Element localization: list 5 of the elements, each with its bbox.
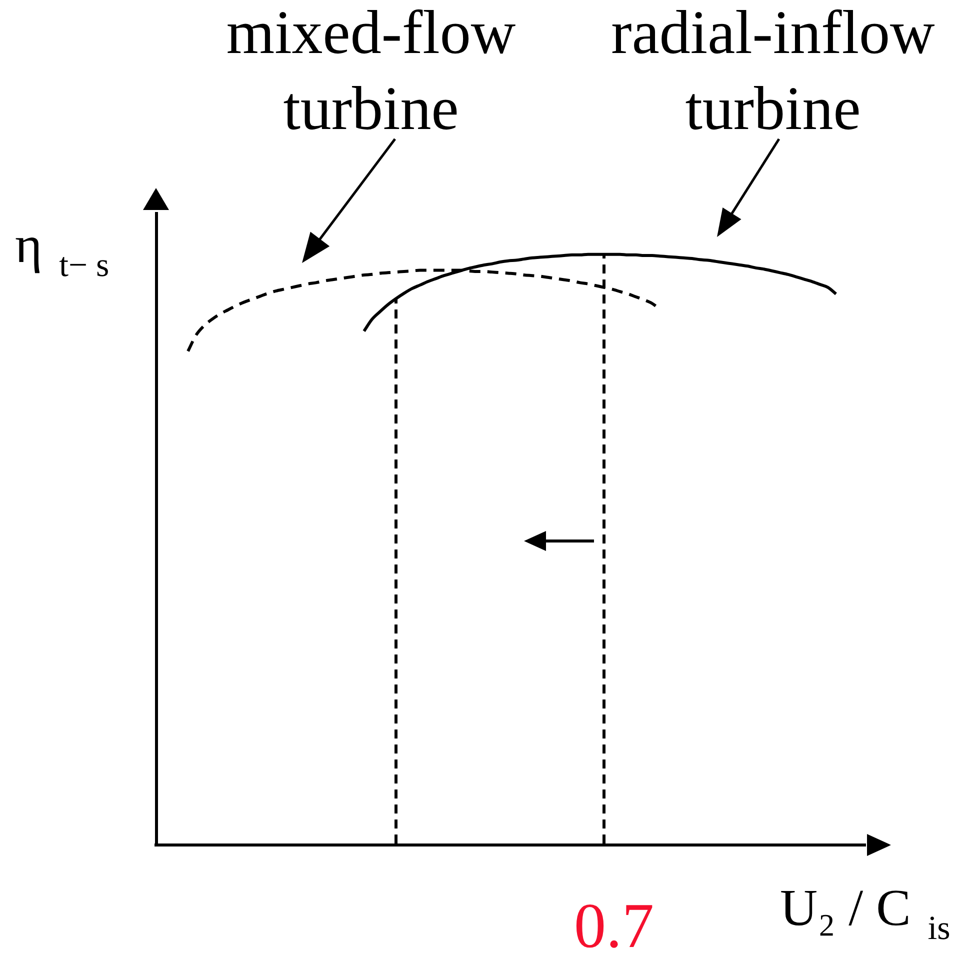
y-axis-title: η$_{t− s}$	[15, 217, 110, 284]
text: 0.7	[574, 890, 654, 955]
series-label: radial-inflow turbine	[611, 0, 935, 143]
text: mixed-flow turbine	[226, 0, 516, 143]
x-axis-title: U₂ / C$_{is}$	[780, 880, 950, 948]
